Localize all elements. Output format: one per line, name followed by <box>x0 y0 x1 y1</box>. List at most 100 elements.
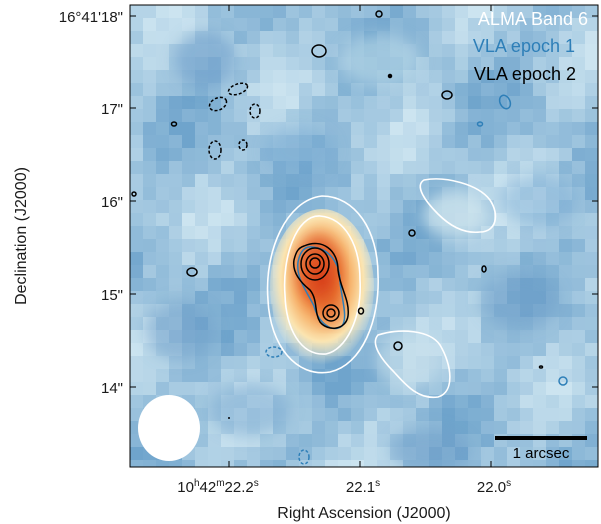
map-pixel <box>182 369 196 383</box>
map-pixel <box>455 278 469 292</box>
map-pixel <box>247 291 261 305</box>
map-pixel <box>143 5 157 19</box>
map-pixel <box>130 200 144 214</box>
map-pixel <box>325 18 339 32</box>
map-pixel <box>559 148 573 162</box>
map-pixel <box>338 421 352 435</box>
map-pixel <box>260 291 274 305</box>
map-pixel <box>143 70 157 84</box>
map-pixel <box>208 252 222 266</box>
map-pixel <box>572 408 586 422</box>
map-pixel <box>260 304 274 318</box>
map-pixel <box>260 356 274 370</box>
map-pixel <box>338 5 352 19</box>
map-pixel <box>338 447 352 461</box>
map-pixel <box>377 161 391 175</box>
map-pixel <box>338 369 352 383</box>
map-pixel <box>156 18 170 32</box>
map-pixel <box>351 161 365 175</box>
map-pixel <box>494 460 508 467</box>
map-pixel <box>286 5 300 19</box>
alma-contours <box>266 178 497 399</box>
map-pixel <box>364 369 378 383</box>
map-pixel <box>169 213 183 227</box>
map-pixel <box>455 18 469 32</box>
map-pixel <box>533 83 547 97</box>
map-pixel <box>143 44 157 58</box>
map-pixel <box>364 330 378 344</box>
map-pixel <box>338 148 352 162</box>
map-pixel <box>273 356 287 370</box>
map-pixel <box>533 161 547 175</box>
map-pixel <box>546 161 560 175</box>
map-pixel <box>390 421 404 435</box>
map-pixel <box>507 122 521 136</box>
map-pixel <box>364 460 378 467</box>
map-pixel <box>221 18 235 32</box>
map-pixel <box>403 304 417 318</box>
map-pixel <box>143 382 157 396</box>
map-pixel <box>299 109 313 123</box>
map-pixel <box>455 330 469 344</box>
map-pixel <box>429 174 443 188</box>
map-pixel <box>481 31 495 45</box>
map-pixel <box>559 135 573 149</box>
map-pixel <box>455 135 469 149</box>
map-pixel <box>169 460 183 467</box>
map-pixel <box>195 291 209 305</box>
map-pixel <box>325 421 339 435</box>
map-pixel <box>156 174 170 188</box>
map-pixel <box>520 395 534 409</box>
map-pixel <box>520 44 534 58</box>
map-pixel <box>546 148 560 162</box>
map-pixel <box>130 304 144 318</box>
map-pixel <box>442 5 456 19</box>
map-pixel <box>364 343 378 357</box>
map-pixel <box>195 148 209 162</box>
map-pixel <box>325 5 339 19</box>
map-pixel <box>195 18 209 32</box>
map-pixel <box>494 213 508 227</box>
map-pixel <box>494 18 508 32</box>
map-pixel <box>338 18 352 32</box>
map-pixel <box>260 5 274 19</box>
map-pixel <box>468 343 482 357</box>
map-pixel <box>221 200 235 214</box>
map-pixel <box>208 460 222 467</box>
map-pixel <box>299 434 313 448</box>
map-pixel <box>585 408 598 422</box>
map-pixel <box>351 174 365 188</box>
map-pixel <box>351 421 365 435</box>
map-pixel <box>156 31 170 45</box>
map-pixel <box>468 369 482 383</box>
map-pixel <box>208 304 222 318</box>
map-pixel <box>416 161 430 175</box>
map-pixel <box>442 122 456 136</box>
map-pixel <box>208 278 222 292</box>
map-pixel <box>130 252 144 266</box>
map-pixel <box>351 83 365 97</box>
vla2-negative-3 <box>249 103 261 119</box>
map-pixel <box>403 135 417 149</box>
map-pixel <box>221 304 235 318</box>
map-pixel <box>494 356 508 370</box>
map-pixel <box>234 213 248 227</box>
map-pixel <box>247 5 261 19</box>
map-pixel <box>338 83 352 97</box>
map-pixel <box>143 57 157 71</box>
map-pixel <box>481 421 495 435</box>
map-pixel <box>351 460 365 467</box>
map-pixel <box>546 135 560 149</box>
map-pixel <box>208 5 222 19</box>
map-pixel <box>585 57 598 71</box>
map-pixel <box>507 343 521 357</box>
map-pixel <box>494 44 508 58</box>
map-pixel <box>221 460 235 467</box>
map-pixel <box>403 200 417 214</box>
map-pixel <box>585 395 598 409</box>
map-pixel <box>455 161 469 175</box>
map-pixel <box>546 447 560 461</box>
map-pixel <box>286 369 300 383</box>
map-pixel <box>455 148 469 162</box>
map-pixel <box>507 109 521 123</box>
